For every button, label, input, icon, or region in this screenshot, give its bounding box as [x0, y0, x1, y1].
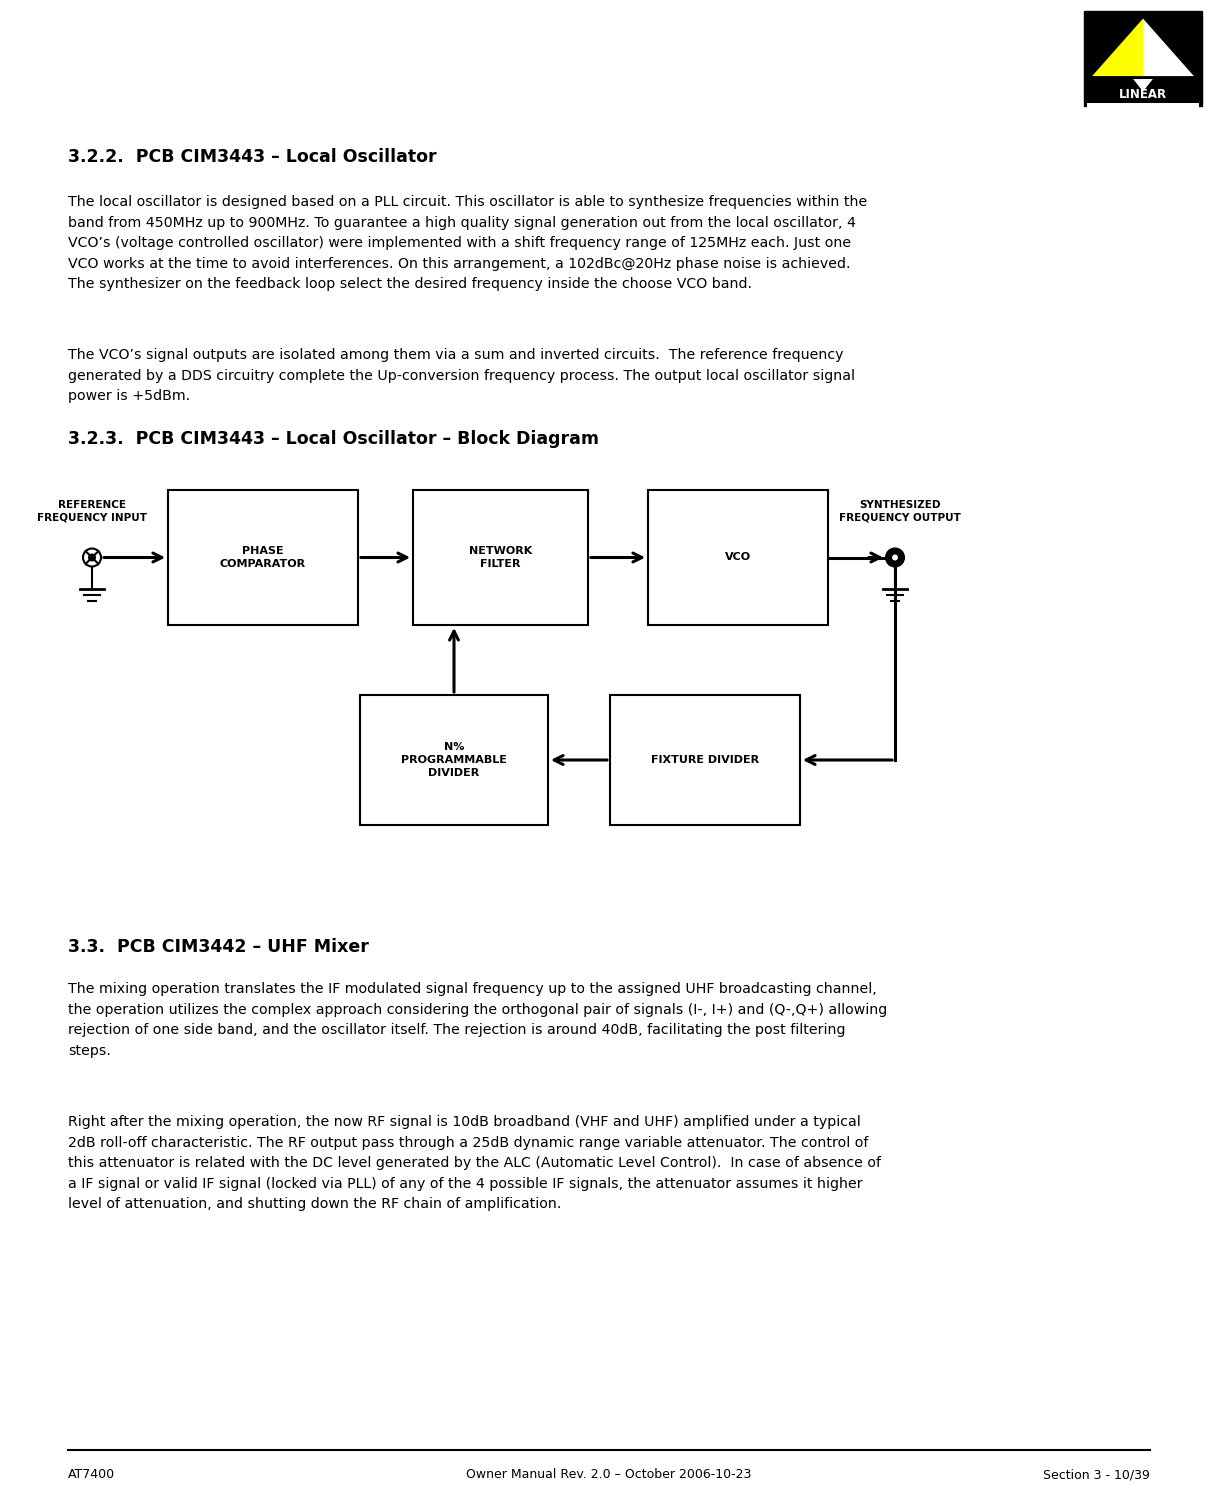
Text: REFERENCE
FREQUENCY INPUT: REFERENCE FREQUENCY INPUT [37, 500, 147, 523]
Text: Owner Manual Rev. 2.0 – October 2006-10-23: Owner Manual Rev. 2.0 – October 2006-10-… [466, 1469, 752, 1481]
Text: NETWORK
FILTER: NETWORK FILTER [469, 547, 532, 569]
Bar [361, 695, 548, 825]
Text: 3.3.  PCB CIM3442 – UHF Mixer: 3.3. PCB CIM3442 – UHF Mixer [68, 938, 369, 956]
Text: Section 3 - 10/39: Section 3 - 10/39 [1043, 1469, 1150, 1481]
Bar [648, 490, 828, 624]
Text: SYNTHESIZED
FREQUENCY OUTPUT: SYNTHESIZED FREQUENCY OUTPUT [839, 500, 961, 523]
Text: AT7400: AT7400 [68, 1469, 116, 1481]
Text: FIXTURE DIVIDER: FIXTURE DIVIDER [650, 754, 759, 765]
Polygon shape [1132, 78, 1153, 91]
Text: PHASE
COMPARATOR: PHASE COMPARATOR [220, 547, 306, 569]
Text: LINEAR: LINEAR [1119, 88, 1167, 102]
Bar [1086, 103, 1199, 169]
Circle shape [892, 554, 898, 560]
Circle shape [885, 548, 904, 566]
Bar [610, 695, 800, 825]
Text: VCO: VCO [725, 553, 752, 563]
Text: Right after the mixing operation, the now RF signal is 10dB broadband (VHF and U: Right after the mixing operation, the no… [68, 1115, 881, 1212]
Text: 3.2.3.  PCB CIM3443 – Local Oscillator – Block Diagram: 3.2.3. PCB CIM3443 – Local Oscillator – … [68, 430, 599, 448]
Text: N%
PROGRAMMABLE
DIVIDER: N% PROGRAMMABLE DIVIDER [401, 743, 507, 778]
Text: The local oscillator is designed based on a PLL circuit. This oscillator is able: The local oscillator is designed based o… [68, 196, 867, 291]
Circle shape [83, 548, 101, 566]
Bar [168, 490, 358, 624]
Text: 3.2.2.  PCB CIM3443 – Local Oscillator: 3.2.2. PCB CIM3443 – Local Oscillator [68, 148, 436, 166]
Circle shape [88, 553, 96, 562]
Polygon shape [1089, 16, 1142, 78]
Polygon shape [1142, 16, 1197, 78]
Text: The mixing operation translates the IF modulated signal frequency up to the assi: The mixing operation translates the IF m… [68, 982, 887, 1058]
Text: The VCO’s signal outputs are isolated among them via a sum and inverted circuits: The VCO’s signal outputs are isolated am… [68, 348, 855, 403]
Bar [1084, 10, 1202, 106]
Bar [413, 490, 588, 624]
